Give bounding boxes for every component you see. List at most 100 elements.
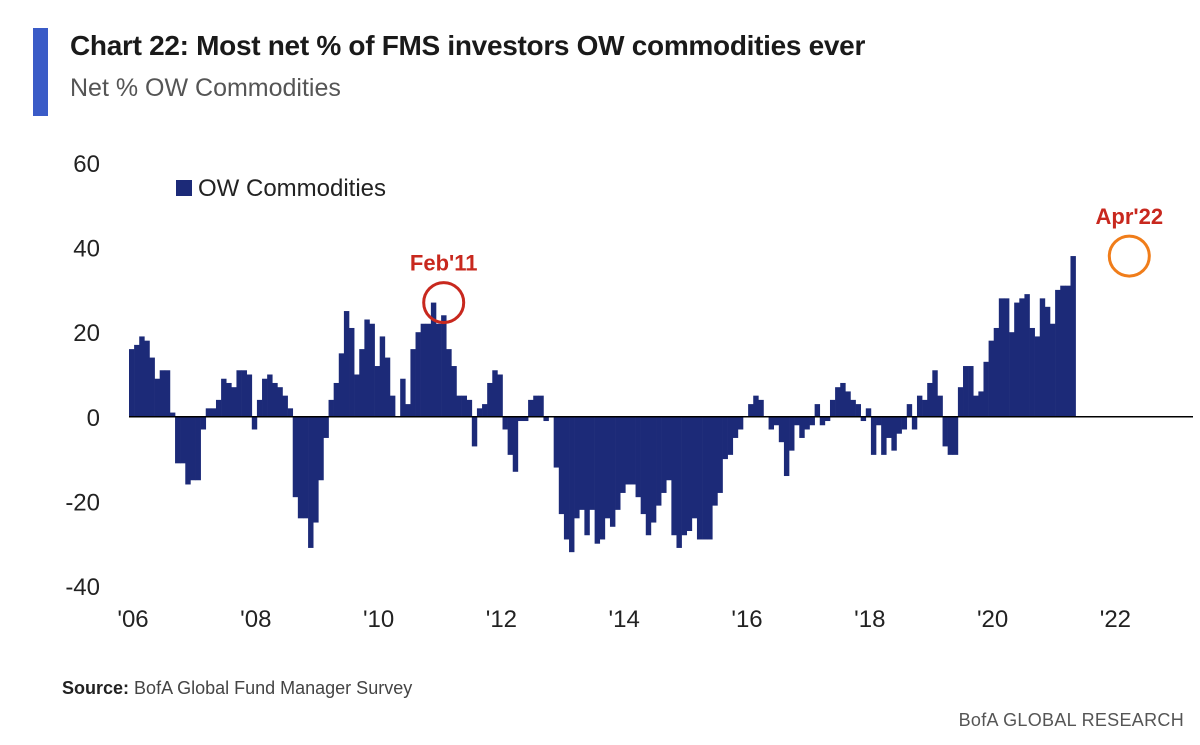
- bar: [983, 361, 989, 417]
- x-tick-label: '06: [117, 606, 148, 633]
- bar: [620, 416, 626, 493]
- bar: [850, 399, 856, 417]
- bar: [773, 416, 780, 426]
- annotation-circle: [422, 281, 466, 325]
- bar: [671, 416, 677, 536]
- bar: [389, 395, 396, 417]
- bar: [870, 416, 877, 455]
- bar: [528, 399, 534, 417]
- bar: [205, 408, 212, 417]
- bar: [369, 323, 375, 417]
- bar: [200, 416, 207, 430]
- bar: [497, 374, 503, 417]
- bar: [911, 416, 918, 430]
- bar: [927, 382, 933, 417]
- bar: [400, 378, 406, 417]
- bar: [246, 374, 253, 417]
- annotation-label: Feb'11: [410, 251, 478, 276]
- bar: [569, 416, 575, 553]
- bar: [681, 416, 688, 536]
- bar: [231, 387, 237, 417]
- bar: [543, 416, 549, 422]
- bar: [876, 416, 882, 426]
- bar: [824, 416, 831, 422]
- bar: [650, 416, 657, 523]
- bar: [860, 416, 867, 422]
- bar: [267, 374, 273, 417]
- bar: [1060, 285, 1066, 417]
- y-axis: 60 40 20 0 -20 -40: [65, 151, 100, 601]
- bar: [487, 382, 493, 417]
- bar: [727, 416, 734, 455]
- bar: [855, 404, 861, 417]
- bar: [282, 395, 288, 417]
- bar: [1003, 298, 1010, 417]
- chart-subtitle: Net % OW Commodities: [70, 74, 341, 102]
- bar: [1055, 289, 1061, 417]
- bar: [134, 344, 140, 417]
- bar: [149, 357, 155, 417]
- bar: [1065, 285, 1071, 417]
- bar: [661, 416, 667, 493]
- bar: [1044, 306, 1051, 417]
- bar: [778, 416, 785, 443]
- bar: [1050, 323, 1056, 417]
- x-tick-label: '16: [731, 606, 762, 633]
- bar: [978, 391, 984, 417]
- bar: [732, 416, 739, 438]
- bar: [512, 416, 519, 472]
- bar: [251, 416, 258, 430]
- bar: [323, 416, 329, 438]
- bar: [574, 416, 580, 519]
- x-axis: '06 '08 '10 '12 '14 '16 '18 '20 '22: [117, 606, 1131, 633]
- bar: [645, 416, 652, 536]
- bar: [594, 416, 601, 544]
- brand-label: BofA GLOBAL RESEARCH: [958, 710, 1184, 730]
- title-accent-bar: [33, 28, 48, 116]
- x-tick-label: '22: [1100, 606, 1131, 633]
- bar: [722, 416, 728, 460]
- bar: [656, 416, 662, 506]
- bar: [302, 416, 309, 519]
- bar: [922, 399, 928, 417]
- bar: [364, 319, 370, 417]
- bar: [957, 387, 964, 417]
- bar: [374, 366, 381, 417]
- bar: [492, 370, 498, 417]
- bar: [998, 298, 1005, 417]
- bar: [277, 387, 283, 417]
- bar: [758, 399, 764, 417]
- bar: [696, 416, 703, 540]
- bar: [456, 395, 462, 417]
- bar: [533, 395, 539, 417]
- bar: [318, 416, 324, 481]
- bar: [753, 395, 759, 417]
- bar: [333, 382, 340, 417]
- bar: [881, 416, 887, 455]
- bars-group: [129, 256, 1076, 553]
- bar: [169, 412, 176, 417]
- bar: [538, 395, 544, 417]
- bar: [313, 416, 319, 523]
- bar: [1024, 294, 1030, 417]
- legend: OW Commodities: [176, 175, 386, 202]
- bar: [865, 408, 872, 417]
- y-tick-label: -20: [65, 489, 100, 516]
- x-tick-label: '08: [240, 606, 271, 633]
- bar: [262, 378, 268, 417]
- bar: [405, 404, 411, 417]
- bar: [144, 340, 150, 417]
- source-label: Source:: [62, 678, 130, 698]
- bar: [359, 349, 365, 417]
- bar: [354, 374, 360, 417]
- y-tick-label: 20: [73, 320, 100, 347]
- bar: [338, 353, 345, 417]
- bar: [308, 416, 314, 548]
- bar: [415, 332, 421, 417]
- bar: [221, 378, 227, 417]
- bar: [609, 416, 616, 527]
- source-text: BofA Global Fund Manager Survey: [134, 678, 413, 698]
- bar: [768, 416, 774, 430]
- bar: [241, 370, 247, 417]
- bar: [256, 399, 263, 417]
